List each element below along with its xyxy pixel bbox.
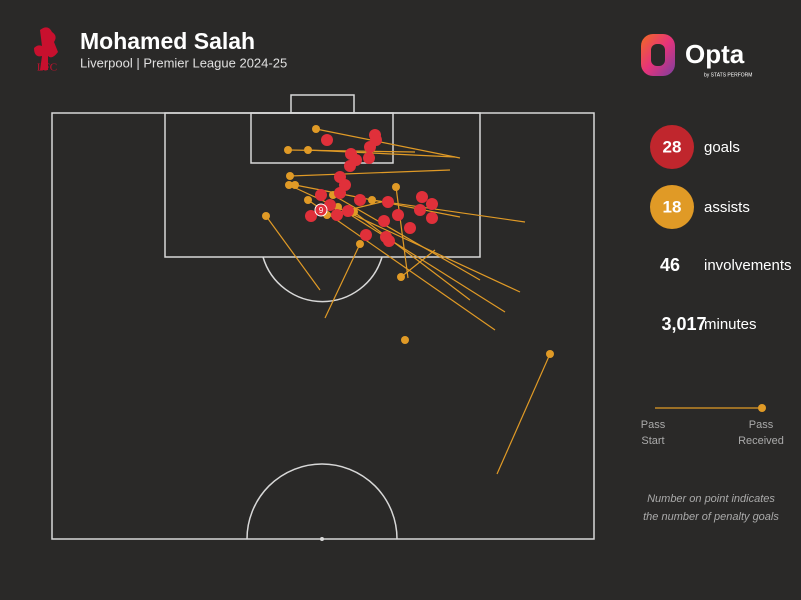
goal-dot — [331, 209, 343, 221]
goal-dot — [392, 209, 404, 221]
stat-label: minutes — [704, 316, 757, 333]
assist-line — [496, 353, 551, 475]
assist-line — [324, 243, 361, 319]
penalty-label: 9 — [319, 206, 324, 215]
goal-dot — [426, 198, 438, 210]
legend-dot — [758, 404, 766, 412]
goal-dot — [360, 229, 372, 241]
subtitle: Liverpool | Premier League 2024-25 — [80, 55, 287, 70]
goal-dot — [342, 205, 354, 217]
goal-dot — [382, 196, 394, 208]
crest-text: LFC — [37, 62, 57, 74]
legend-label: Received — [738, 435, 784, 447]
goal-dot — [315, 189, 327, 201]
assist-line — [400, 249, 436, 278]
goal-dot — [414, 204, 426, 216]
note: Number on point indicates — [647, 493, 775, 505]
assist-dot — [291, 181, 299, 189]
pitch — [51, 94, 595, 541]
assist-line — [307, 149, 456, 158]
assist-dot — [312, 125, 320, 133]
assist-dot — [368, 196, 376, 204]
goal-dot — [305, 210, 317, 222]
assist-line — [371, 199, 526, 223]
penalty-goal-dot — [314, 203, 328, 217]
events: 9 — [262, 125, 554, 475]
stat-value: 18 — [663, 197, 682, 216]
assist-line — [315, 128, 461, 159]
assists-badge — [650, 185, 694, 229]
note: the number of penalty goals — [643, 511, 779, 523]
brand: Opta — [685, 39, 745, 69]
goals-badge — [650, 125, 694, 169]
goal-dot — [426, 212, 438, 224]
assist-dot — [284, 146, 292, 154]
goal-dot — [339, 179, 351, 191]
stat-label: involvements — [704, 257, 792, 274]
legend-label: Pass — [749, 419, 774, 431]
legend-label: Start — [641, 435, 664, 447]
assist-dot — [397, 273, 405, 281]
assist-line — [332, 194, 481, 281]
goal-dot — [354, 194, 366, 206]
brand-sub: by STATS PERFORM — [704, 72, 752, 78]
assist-line — [353, 211, 471, 301]
goal-dot — [370, 134, 382, 146]
brand-logo: Opta by STATS PERFORM — [641, 34, 752, 78]
assist-dot — [286, 172, 294, 180]
goal-dot — [363, 152, 375, 164]
assist-dot — [356, 240, 364, 248]
stat-label: assists — [704, 199, 750, 216]
assist-line — [395, 186, 409, 279]
goal-dot — [383, 235, 395, 247]
club-crest: LFC — [34, 27, 58, 74]
assist-dot — [262, 212, 270, 220]
assist-line — [289, 169, 451, 177]
stat-value: 3,017 — [661, 314, 706, 334]
assist-dot — [546, 350, 554, 358]
assist-dot — [304, 146, 312, 154]
stat-value: 28 — [663, 137, 682, 156]
goal-dot — [404, 222, 416, 234]
assist-dot — [401, 336, 409, 344]
assist-dot — [285, 181, 293, 189]
goal-dot — [321, 134, 333, 146]
assist-line — [307, 199, 496, 331]
title: Mohamed Salah — [80, 28, 255, 54]
goal-dot — [350, 154, 362, 166]
stat-value: 46 — [660, 255, 680, 275]
stat-label: goals — [704, 139, 740, 156]
goal-dot — [416, 191, 428, 203]
goal-dot — [378, 215, 390, 227]
assist-dot — [304, 196, 312, 204]
assist-line — [265, 215, 321, 291]
assist-line — [337, 206, 506, 313]
assist-dot — [392, 183, 400, 191]
legend-label: Pass — [641, 419, 666, 431]
